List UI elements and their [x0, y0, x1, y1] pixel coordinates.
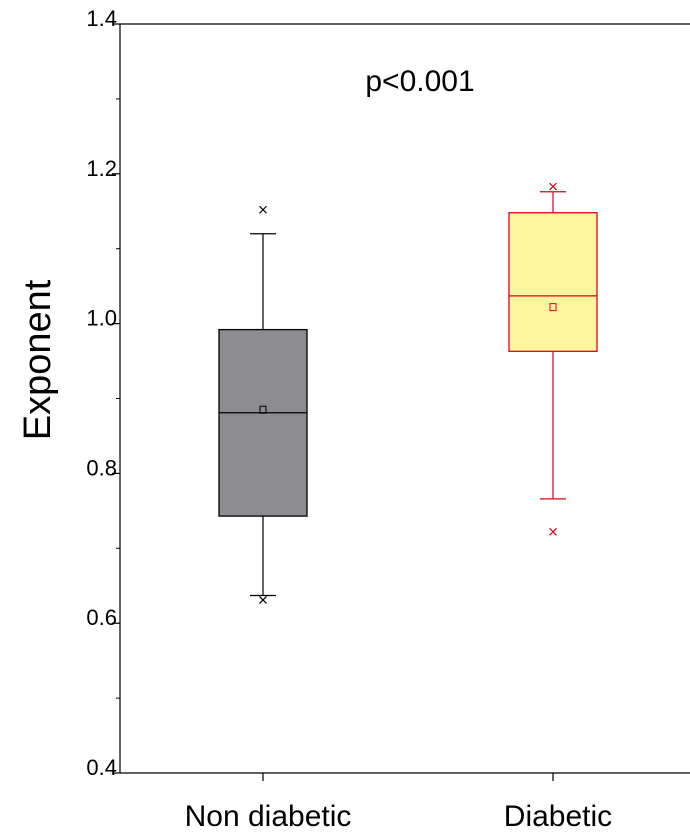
x-category-label: Diabetic [504, 800, 612, 833]
x-category-label: Non diabetic [185, 800, 352, 833]
outlier-marker [259, 205, 267, 214]
mean-marker [259, 405, 267, 414]
y-ticks: 0.4 0.6 0.8 1.0 1.2 1.4 [86, 6, 120, 780]
box-group [218, 205, 308, 604]
box-group [508, 182, 598, 536]
p-value-annotation: p<0.001 [365, 65, 474, 98]
box-groups [218, 182, 598, 604]
outlier-marker [549, 182, 557, 191]
box-iqr [218, 328, 308, 517]
outlier-stroke [549, 182, 557, 191]
y-axis-title: Exponent [17, 279, 59, 440]
y-tick-label: 0.8 [86, 455, 117, 480]
outlier-stroke [259, 596, 267, 604]
y-tick-label: 0.4 [86, 755, 117, 780]
x-category-labels: Non diabetic Diabetic [185, 773, 612, 833]
y-tick-label: 0.6 [86, 605, 117, 630]
mean-marker [549, 303, 557, 312]
outlier-marker [259, 596, 267, 604]
y-tick-label: 1.2 [86, 156, 117, 181]
y-tick-label: 1.4 [86, 6, 117, 31]
box-iqr [508, 212, 598, 352]
y-tick-label: 1.0 [86, 306, 117, 331]
outlier-marker [549, 527, 557, 536]
outlier-stroke [259, 205, 267, 214]
outlier-stroke [549, 527, 557, 536]
